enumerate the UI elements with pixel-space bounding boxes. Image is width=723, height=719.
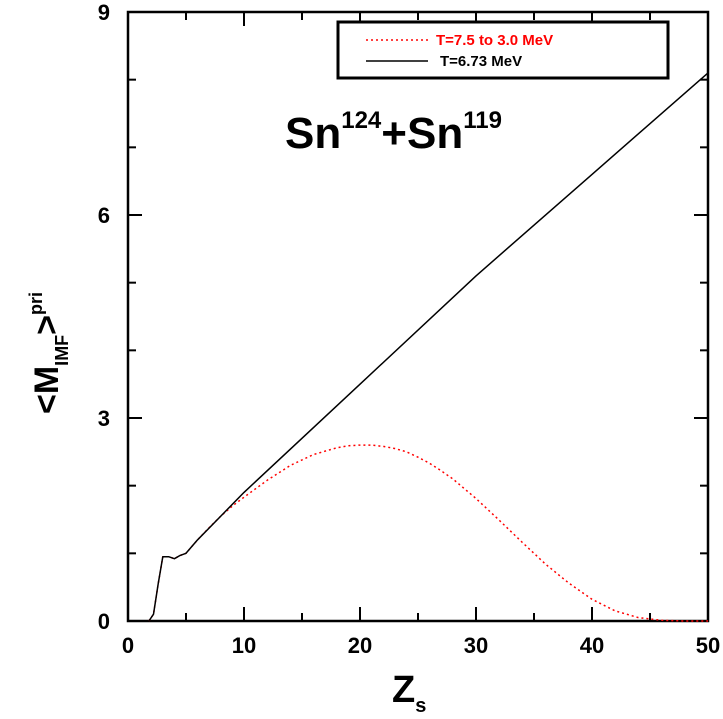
- legend-label-red: T=7.5 to 3.0 MeV: [436, 32, 553, 49]
- annot-sup1: 124: [341, 107, 382, 134]
- x-tick-label: 20: [348, 633, 372, 658]
- annot-sup2: 119: [463, 107, 502, 134]
- y-axis-title-sub: IMF: [52, 335, 72, 366]
- y-axis-title: <MIMF>pri: [26, 292, 72, 414]
- x-tick-label: 10: [232, 633, 256, 658]
- x-axis-title-sub: s: [415, 695, 426, 717]
- y-axis-title-post: >: [28, 315, 66, 335]
- legend-label-black: T=6.73 MeV: [440, 53, 522, 70]
- series-group: [148, 72, 709, 622]
- annot-part1: Sn: [285, 109, 341, 158]
- y-tick-label: 3: [98, 406, 110, 431]
- plot-frame: [126, 10, 710, 623]
- x-axis-title-main: Z: [392, 669, 415, 711]
- y-axis-title-pre: <M: [28, 366, 66, 414]
- tick-labels: 0 10 20 30 40 50 0 3 6 9: [98, 0, 720, 658]
- series-line-1: [148, 444, 708, 622]
- annot-part2: +Sn: [381, 109, 463, 158]
- x-tick-label: 0: [122, 633, 134, 658]
- x-tick-label: 30: [464, 633, 488, 658]
- axis-ticks: [127, 11, 709, 622]
- reaction-annotation: Sn124+Sn119: [285, 107, 502, 158]
- legend-box: [336, 20, 670, 80]
- legend: T=7.5 to 3.0 MeV T=6.73 MeV: [336, 20, 670, 80]
- y-axis-title-sup: pri: [26, 292, 46, 315]
- y-tick-label: 0: [98, 609, 110, 634]
- x-tick-label: 40: [580, 633, 604, 658]
- y-tick-label: 6: [98, 203, 110, 228]
- x-tick-label: 50: [696, 633, 720, 658]
- series-line-2: [148, 72, 709, 622]
- y-tick-label: 9: [98, 0, 110, 25]
- x-axis-title: Zs: [392, 669, 426, 717]
